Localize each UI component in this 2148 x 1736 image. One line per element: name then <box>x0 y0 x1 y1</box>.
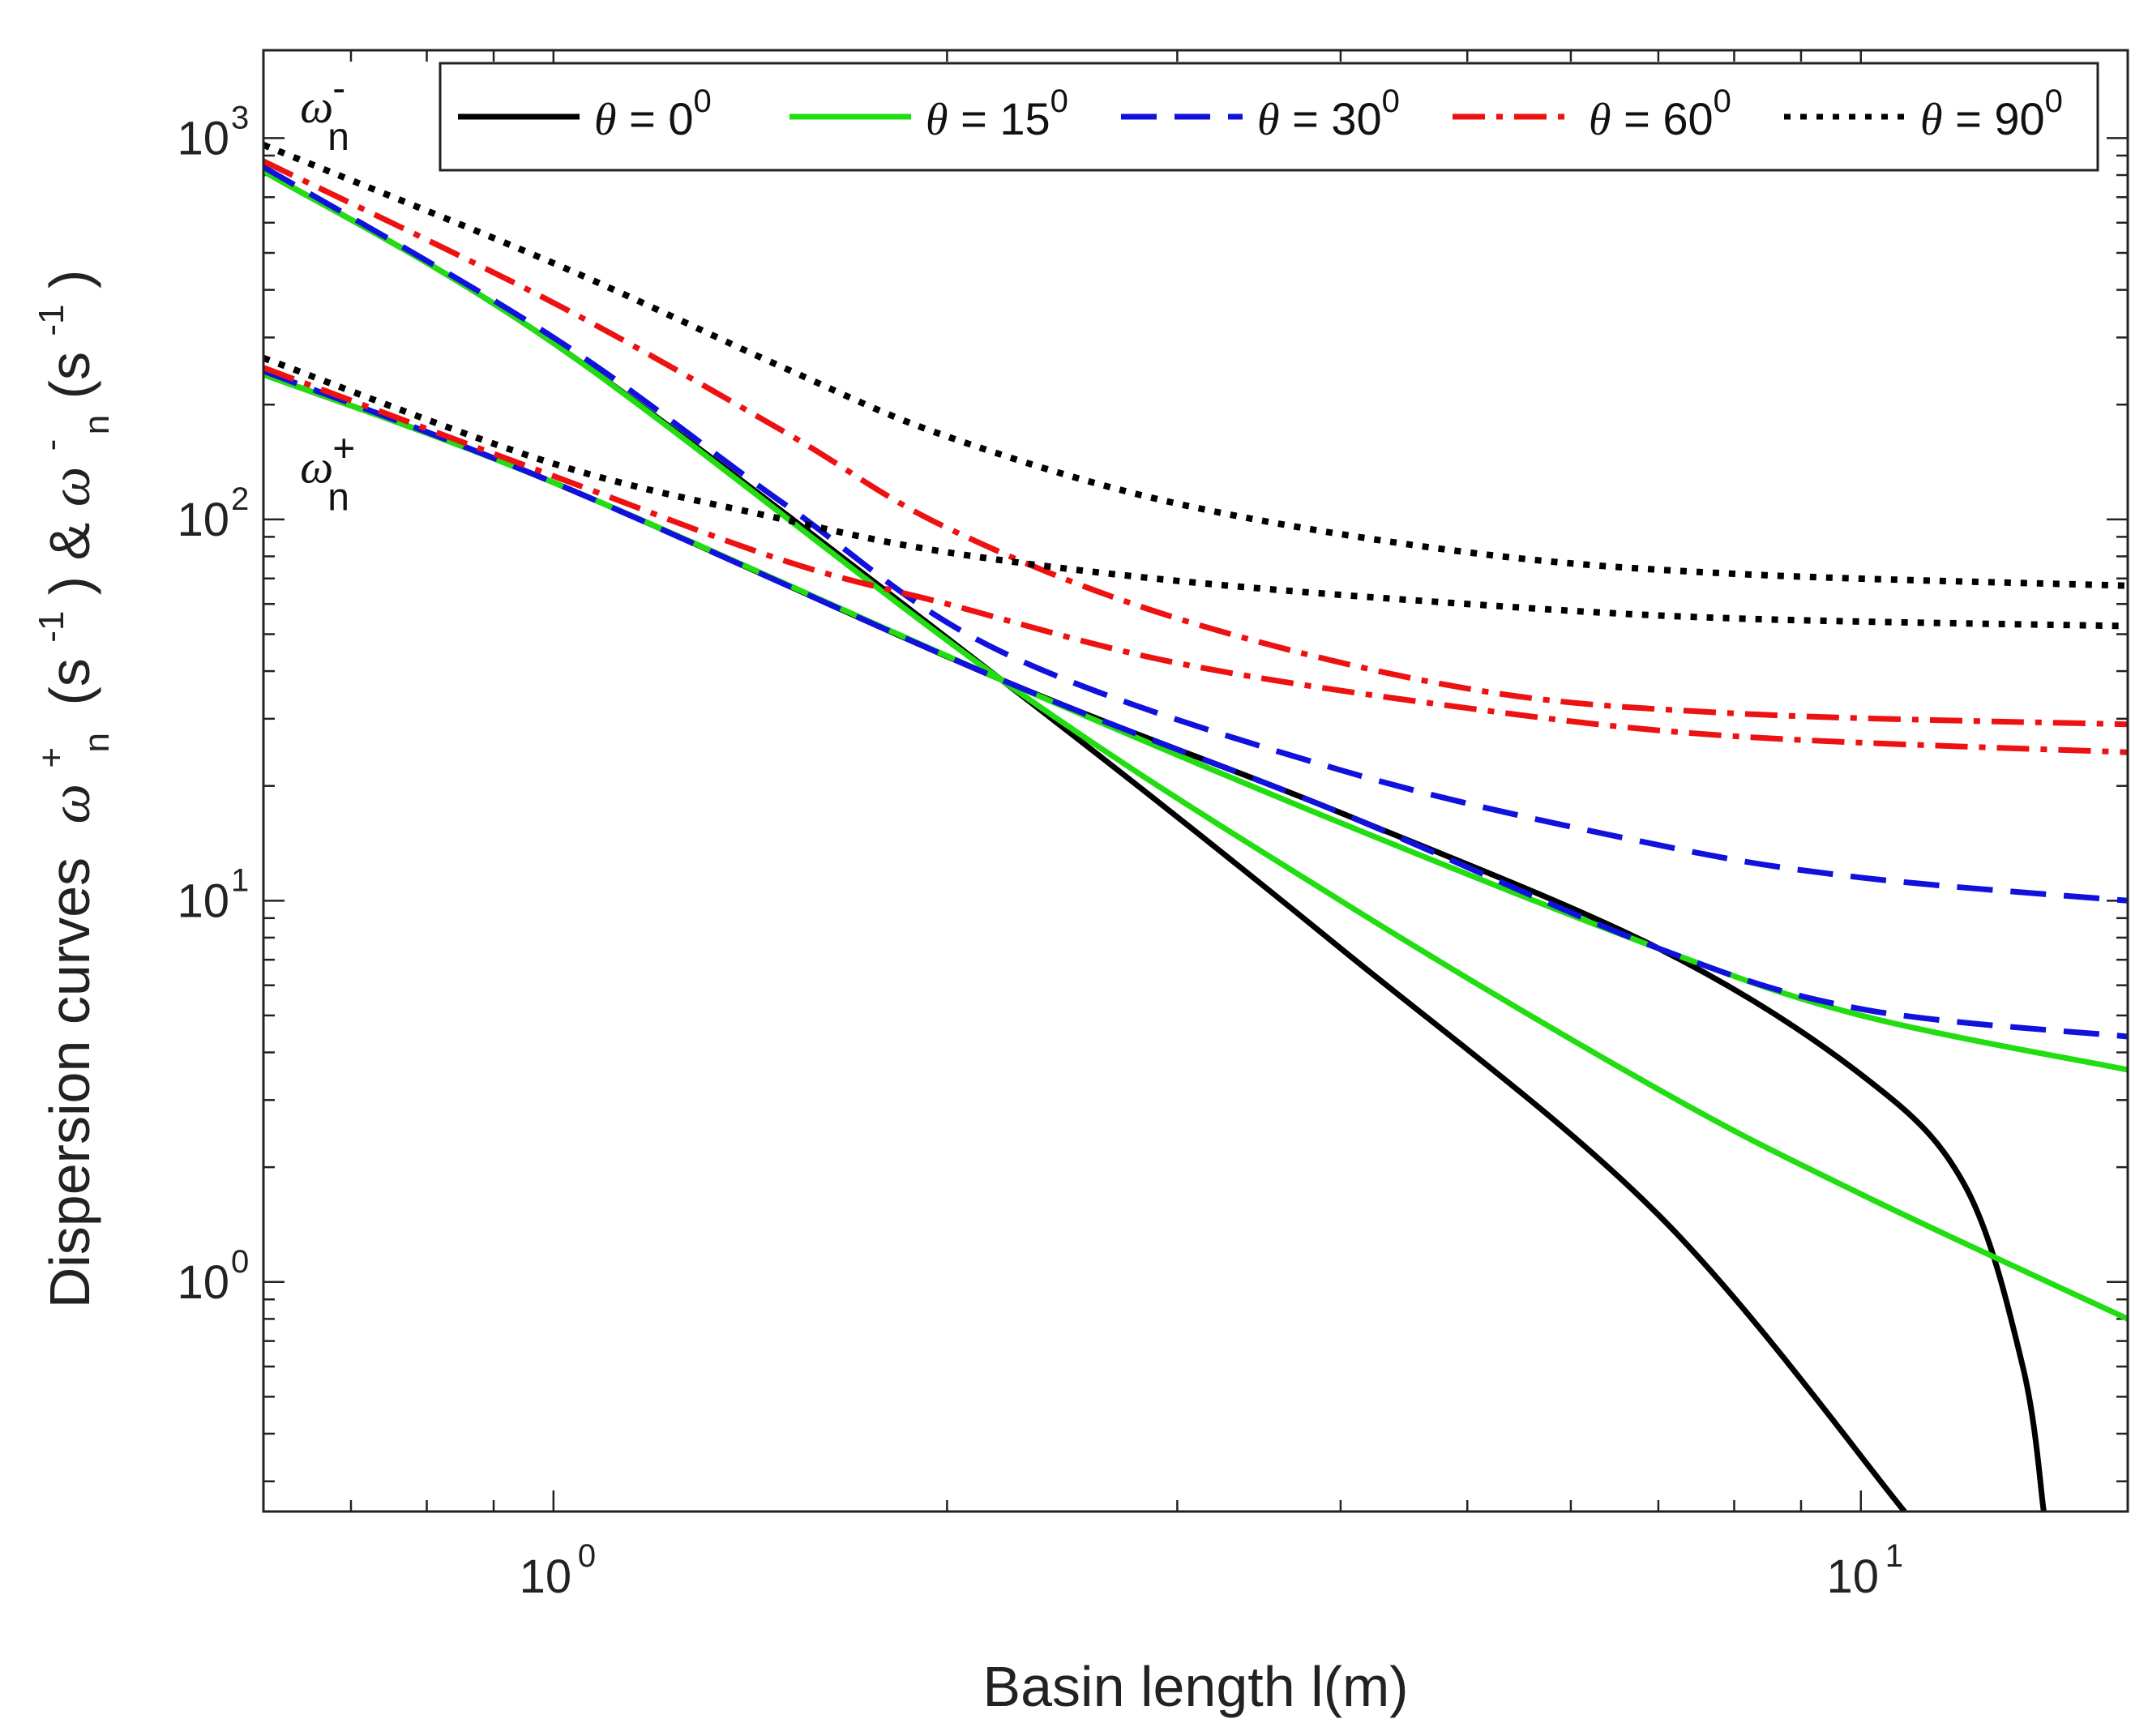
y-tick-label-base: 10 <box>177 112 229 165</box>
legend-degree: 0 <box>693 83 711 119</box>
x-tick-label-base: 10 <box>520 1550 572 1603</box>
omega-minus-label: ω - n <box>300 67 349 159</box>
x-axis-label: Basin length l(m) <box>982 1655 1408 1718</box>
legend-degree: 0 <box>2045 83 2063 119</box>
series-line-6 <box>263 368 2128 1040</box>
legend-label: θ = 900 <box>1920 83 2063 145</box>
y-axis-label-omega-plus: ω <box>40 784 102 823</box>
y-axis-label-unit2: (s <box>38 352 101 399</box>
legend-entry-2: θ = 150 <box>789 83 1068 145</box>
legend-theta: θ <box>1257 95 1280 145</box>
series-group <box>263 142 2128 1512</box>
omega-minus-sup: - <box>332 67 345 110</box>
legend-value: = 90 <box>1943 93 2045 144</box>
y-tick-label: 10 0 <box>177 1244 249 1309</box>
y-axis-label-omega-minus: ω <box>40 467 102 507</box>
legend-theta: θ <box>594 95 617 145</box>
y-tick-label: 10 1 <box>177 862 249 927</box>
y-axis-label-mid: ) & <box>38 507 101 595</box>
tick-labels: 10 0 10 110 010 110 210 3 <box>177 100 1903 1603</box>
series-line-4 <box>263 371 2128 1073</box>
series-layer <box>263 142 2128 1512</box>
legend-theta: θ <box>1589 95 1611 145</box>
y-tick-label-exp: 3 <box>231 100 249 135</box>
series-line-8 <box>263 365 2128 755</box>
legend-degree: 0 <box>1050 83 1068 119</box>
legend-entry-5: θ = 900 <box>1784 83 2063 145</box>
y-axis-label: Dispersion curves ω + n (s -1 ) & ω - n … <box>12 270 121 1309</box>
plot-frame <box>262 49 2129 1513</box>
omega-minus-symbol: ω <box>300 80 333 133</box>
y-axis-label-omega-plus-sub: n <box>77 733 117 752</box>
y-tick-label-base: 10 <box>177 494 229 546</box>
legend-degree: 0 <box>1714 83 1731 119</box>
y-axis-label-unit2-sup: -1 <box>32 304 71 336</box>
legend-label: θ = 300 <box>1257 83 1400 145</box>
y-axis-label-end: ) <box>38 270 101 289</box>
series-line-7 <box>263 158 2128 728</box>
legend: θ = 00 θ = 150 θ = 300 θ = 600 θ = 900 <box>439 62 2099 172</box>
legend-entry-4: θ = 600 <box>1453 83 1731 145</box>
omega-minus-sub: n <box>327 116 349 159</box>
legend-label: θ = 00 <box>594 83 712 145</box>
omega-plus-sub: n <box>327 476 349 519</box>
legend-theta: θ <box>1920 95 1943 145</box>
legend-value: = 30 <box>1280 93 1382 144</box>
y-axis-label-unit1: (s <box>38 658 101 705</box>
omega-plus-symbol: ω <box>300 440 333 493</box>
legend-value: = 15 <box>948 93 1050 144</box>
omega-plus-label: ω + n <box>300 427 355 519</box>
axis-ticks <box>262 50 2128 1512</box>
y-tick-label-base: 10 <box>177 874 229 927</box>
x-tick-label-exp: 0 <box>578 1538 596 1574</box>
series-line-3 <box>263 168 2128 1322</box>
y-axis-label-omega-minus-sub: n <box>77 415 117 434</box>
series-line-9 <box>263 142 2128 589</box>
omega-plus-sup: + <box>332 427 355 470</box>
legend-degree: 0 <box>1382 83 1400 119</box>
y-axis-label-omega-plus-sup: + <box>32 747 71 768</box>
y-tick-label-exp: 0 <box>231 1244 249 1280</box>
x-tick-label: 10 0 <box>520 1538 597 1603</box>
legend-entry-1: θ = 00 <box>458 83 712 145</box>
series-line-5 <box>263 164 2128 904</box>
y-tick-label-exp: 2 <box>231 481 249 517</box>
legend-entry-3: θ = 300 <box>1121 83 1400 145</box>
series-line-10 <box>263 354 2128 630</box>
y-tick-label-exp: 1 <box>231 862 249 898</box>
x-tick-label-base: 10 <box>1827 1550 1880 1603</box>
branch-annotations: ω -nω +n <box>300 67 355 519</box>
legend-label: θ = 150 <box>926 83 1068 145</box>
y-tick-label: 10 3 <box>177 100 249 165</box>
legend-theta: θ <box>926 95 948 145</box>
y-axis-label-omega-minus-sup: - <box>32 439 71 451</box>
legend-value: = 0 <box>617 93 694 144</box>
y-tick-label: 10 2 <box>177 481 249 546</box>
y-axis-label-unit1-sup: -1 <box>32 611 71 643</box>
x-tick-label: 10 1 <box>1827 1538 1904 1603</box>
y-axis-label-prefix: Dispersion curves <box>38 857 101 1308</box>
legend-value: = 60 <box>1611 93 1714 144</box>
legend-label: θ = 600 <box>1589 83 1731 145</box>
y-tick-label-base: 10 <box>177 1256 229 1309</box>
x-tick-label-exp: 1 <box>1885 1538 1903 1574</box>
